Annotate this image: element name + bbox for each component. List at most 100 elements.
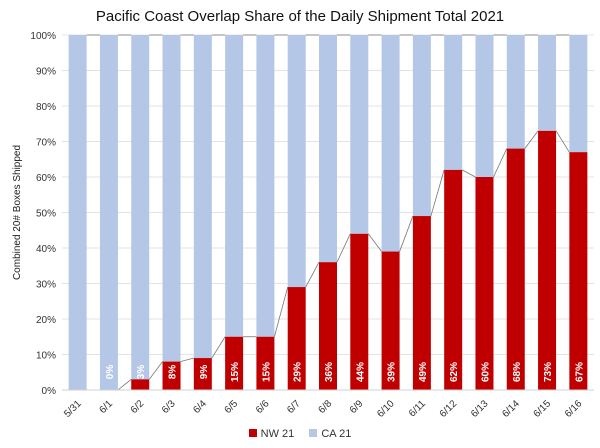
x-tick-label: 6/2 [129,398,147,416]
legend-label: NW 21 [260,428,295,440]
bar-nw-21 [412,216,431,390]
x-tick-label: 5/31 [62,398,84,420]
bar-ca-21 [569,35,588,153]
series-line [274,286,289,337]
series-line [493,148,508,178]
bar-ca-21 [256,35,275,337]
data-label: 68% [512,362,523,382]
bar-ca-21 [475,35,494,177]
data-label: 39% [387,362,398,382]
x-tick-label: 6/5 [223,398,241,416]
x-tick-label: 6/1 [97,398,115,416]
bar-nw-21 [350,233,369,390]
series-line [336,233,351,263]
series-line [430,169,445,217]
bar-ca-21 [68,35,87,390]
y-tick-label: 50% [36,209,56,220]
bar-nw-21 [287,287,306,390]
bar-nw-21 [319,262,337,390]
series-line [148,361,163,380]
data-label: 60% [480,362,491,382]
bar-nw-21 [569,152,588,390]
bar-nw-21 [444,169,463,390]
series-line [555,130,570,153]
data-label: 49% [418,362,429,382]
bar-ca-21 [444,35,463,170]
bar-nw-21 [506,148,525,390]
data-label: 0% [105,365,116,380]
y-tick-label: 70% [36,138,56,149]
x-tick-label: 6/3 [160,398,178,416]
bar-ca-21 [538,35,557,131]
legend-swatch [309,429,318,437]
legend-label: CA 21 [321,428,352,440]
series-line [367,233,382,252]
x-tick-label: 6/11 [407,398,428,419]
bar-nw-21 [131,379,150,390]
data-label: 36% [324,362,335,382]
bar-ca-21 [506,35,525,149]
data-label: 3% [136,365,147,380]
data-label: 67% [574,362,585,382]
x-tick-label: 6/15 [532,398,554,420]
x-tick-label: 6/13 [469,398,491,420]
y-tick-label: 100% [30,31,56,42]
x-tick-label: 6/16 [563,398,585,420]
y-tick-label: 80% [36,102,56,113]
bar-nw-21 [381,251,400,390]
bar-ca-21 [381,35,400,252]
bar-nw-21 [162,361,181,390]
x-tick-label: 6/9 [348,398,366,416]
x-tick-label: 6/12 [438,398,460,420]
series-line [399,215,414,252]
x-tick-label: 6/4 [191,398,209,416]
y-axis-title: Combined 20# Boxes Shipped [12,145,23,280]
series-line [305,262,320,288]
y-tick-label: 40% [36,244,56,255]
y-tick-label: 0% [42,386,57,397]
data-label: 29% [293,362,304,382]
x-tick-label: 6/10 [375,398,397,420]
legend: NW 21 CA 21 [0,428,600,440]
y-tick-label: 20% [36,315,56,326]
y-tick-label: 10% [36,351,56,362]
bar-nw-21 [193,358,212,390]
x-tick-label: 6/8 [317,398,335,416]
legend-item-ca: CA 21 [309,428,351,440]
bar-ca-21 [319,35,337,263]
legend-swatch [248,429,257,437]
y-tick-label: 60% [36,173,56,184]
x-tick-label: 6/7 [285,398,303,416]
y-tick-label: 90% [36,67,56,78]
bar-ca-21 [131,35,150,380]
x-tick-label: 6/14 [500,398,522,420]
bar-nw-21 [225,336,244,390]
bar-nw-21 [256,336,275,390]
data-label: 15% [230,362,241,382]
x-tick-label: 6/6 [254,398,272,416]
series-line [211,336,226,359]
bar-ca-21 [99,35,118,390]
data-label: 44% [355,362,366,382]
chart-title: Pacific Coast Overlap Share of the Daily… [95,8,505,25]
data-label: 8% [168,365,179,380]
legend-item-nw: NW 21 [248,428,295,440]
bar-ca-21 [287,35,306,288]
bar-ca-21 [193,35,212,359]
bar-nw-21 [475,177,494,390]
bar-ca-21 [412,35,431,217]
data-label: 62% [449,362,460,382]
y-tick-label: 30% [36,280,56,291]
series-line [117,379,132,391]
series-line [180,357,194,362]
data-label: 15% [261,362,272,382]
series-line [524,130,539,149]
bar-ca-21 [350,35,369,234]
bar-nw-21 [538,130,557,390]
data-label: 9% [199,365,210,380]
bar-ca-21 [162,35,181,362]
series-line [461,169,476,178]
data-label: 73% [543,362,554,382]
